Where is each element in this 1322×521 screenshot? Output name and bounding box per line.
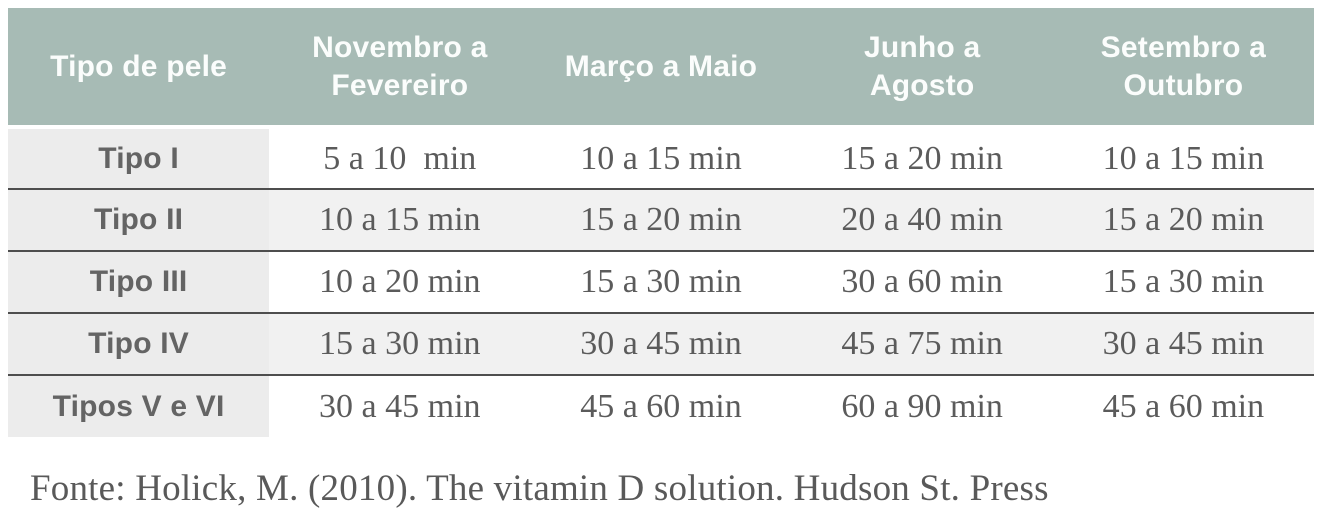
time-cell: 20 a 40 min [791,189,1053,251]
table-row-tipo-3: Tipo III 10 a 20 min 15 a 30 min 30 a 60… [8,251,1314,313]
table-header-row: Tipo de pele Novembro a Fevereiro Março … [8,8,1314,129]
sun-exposure-table: Tipo de pele Novembro a Fevereiro Março … [8,8,1314,437]
col-header-skin-type: Tipo de pele [8,8,270,129]
time-cell: 45 a 60 min [1052,375,1314,437]
page: Tipo de pele Novembro a Fevereiro Março … [0,8,1322,521]
time-cell: 60 a 90 min [791,375,1053,437]
time-cell: 10 a 15 min [269,189,531,251]
source-citation: Fonte: Holick, M. (2010). The vitamin D … [30,468,1049,509]
col-header-set-out: Setembro a Outubro [1052,8,1314,129]
table-row-tipo-4: Tipo IV 15 a 30 min 30 a 45 min 45 a 75 … [8,313,1314,375]
time-cell: 45 a 75 min [791,313,1053,375]
time-cell: 5 a 10 min [269,127,531,189]
table-row-tipos-5-6: Tipos V e VI 30 a 45 min 45 a 60 min 60 … [8,375,1314,437]
time-cell: 10 a 20 min [269,251,531,313]
col-header-jun-ago: Junho a Agosto [791,8,1053,129]
table-row-tipo-1: Tipo I 5 a 10 min 10 a 15 min 15 a 20 mi… [8,127,1314,189]
time-cell: 30 a 45 min [530,313,792,375]
row-label: Tipo III [8,251,270,313]
table-row-tipo-2: Tipo II 10 a 15 min 15 a 20 min 20 a 40 … [8,189,1314,251]
time-cell: 30 a 45 min [1052,313,1314,375]
time-cell: 15 a 30 min [269,313,531,375]
row-label: Tipo I [8,127,270,189]
time-cell: 30 a 60 min [791,251,1053,313]
time-cell: 10 a 15 min [530,127,792,189]
time-cell: 15 a 30 min [1052,251,1314,313]
time-cell: 15 a 30 min [530,251,792,313]
time-cell: 15 a 20 min [1052,189,1314,251]
time-cell: 15 a 20 min [530,189,792,251]
time-cell: 10 a 15 min [1052,127,1314,189]
col-header-mar-mai: Março a Maio [530,8,792,129]
row-label: Tipos V e VI [8,375,270,437]
time-cell: 15 a 20 min [791,127,1053,189]
time-cell: 30 a 45 min [269,375,531,437]
col-header-nov-fev: Novembro a Fevereiro [269,8,531,129]
row-label: Tipo II [8,189,270,251]
row-label: Tipo IV [8,313,270,375]
time-cell: 45 a 60 min [530,375,792,437]
